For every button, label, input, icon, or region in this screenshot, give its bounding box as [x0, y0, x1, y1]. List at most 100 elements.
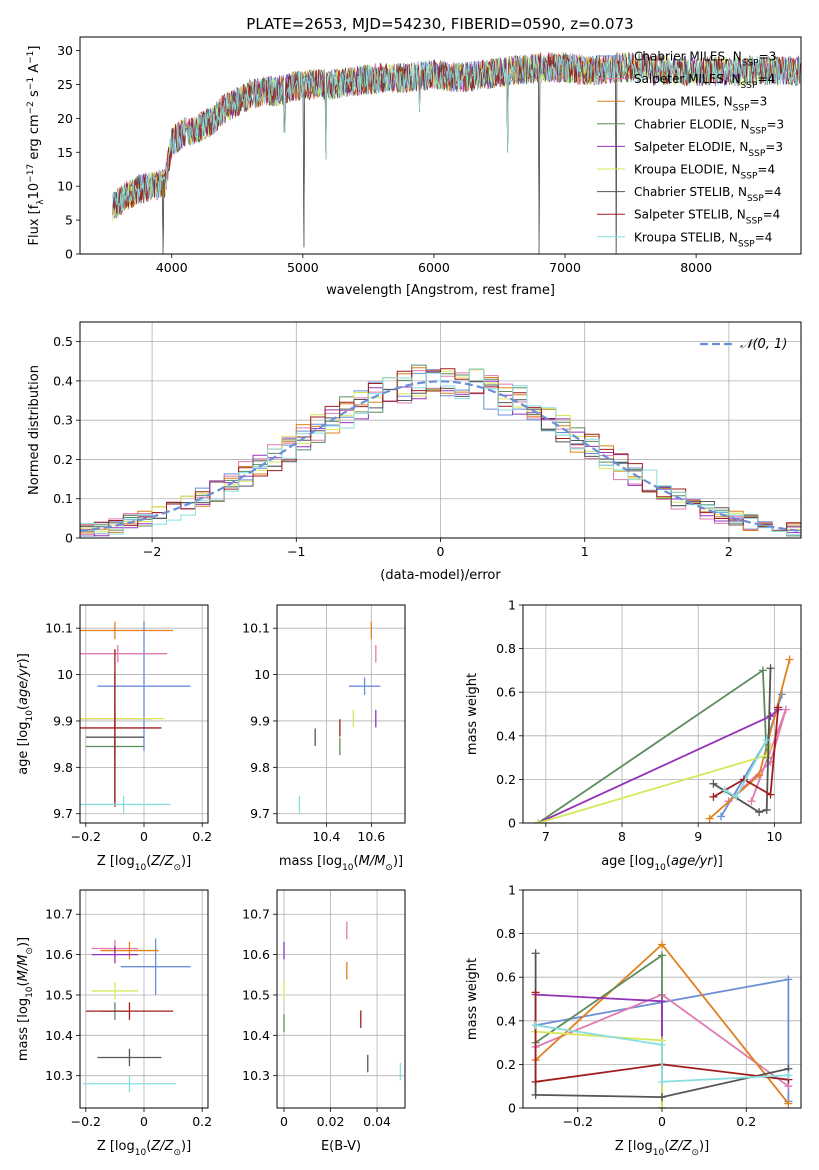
- y-tick-label: 0.6: [496, 685, 516, 700]
- weight-line: [535, 1024, 789, 1083]
- weight-marker: [774, 703, 783, 712]
- weight-marker: [781, 705, 790, 714]
- y-tick-label: 9.8: [250, 760, 270, 775]
- x-axis-label: (data-model)/error: [380, 568, 501, 583]
- residuals-axes: −2 −1 0 1 2 0 0.1 0.2 0.3 0.4 0.5 𝒩(0, 1) (data-mode…: [27, 321, 802, 583]
- y-tick-label: 10.5: [242, 987, 270, 1002]
- axes-frame: [79, 889, 209, 1109]
- weight-marker: [784, 1071, 793, 1080]
- weight-marker: [658, 1040, 666, 1049]
- legend-label: Kroupa MILES, NSSP=3: [634, 95, 767, 114]
- weight-marker: [732, 792, 741, 801]
- x-axis-label: Z [log10(Z/Z⊙)]: [97, 854, 191, 873]
- y-tick-label: 30: [57, 43, 73, 58]
- weight-marker: [658, 940, 666, 949]
- x-tick-label: 2: [725, 544, 733, 559]
- weight-marker: [658, 1093, 666, 1102]
- y-tick-label: 9.7: [250, 806, 270, 821]
- weight-marker: [531, 988, 540, 997]
- weight-line: [537, 668, 768, 823]
- x-tick-label: 10.4: [312, 829, 340, 844]
- age_vs_Z-plot-area: [80, 621, 191, 814]
- weight-marker: [658, 951, 666, 960]
- weight-marker: [785, 655, 794, 664]
- axes-frame: [79, 36, 802, 255]
- legend-label: Chabrier MILES, NSSP=3: [634, 50, 776, 69]
- mass_weight_vs_age-axes: 7 8 9 10 0 0.2 0.4 0.6 0.8 1 age [log10(age/yr)] ma…: [465, 598, 802, 873]
- x-tick-label: 8: [618, 829, 626, 844]
- y-tick-label: 10.4: [242, 1028, 270, 1043]
- normal-curve: [80, 380, 801, 533]
- spectrum-plot-area: [112, 52, 801, 254]
- y-tick-label: 10.6: [242, 947, 270, 962]
- weight-line: [534, 992, 789, 1083]
- legend-label: Salpeter MILES, NSSP=4: [634, 72, 775, 91]
- weight-marker: [658, 1077, 666, 1086]
- axes-frame: [276, 604, 406, 824]
- y-tick-label: 0: [65, 531, 73, 546]
- y-tick-label: 9.7: [53, 806, 73, 821]
- weight-marker: [709, 779, 718, 788]
- x-tick-label: 10: [766, 829, 782, 844]
- x-tick-label: 0.04: [363, 1114, 391, 1129]
- x-tick-label: 7: [542, 829, 550, 844]
- weight-marker: [762, 805, 771, 814]
- weight-marker: [717, 812, 726, 821]
- weight-marker: [658, 1104, 666, 1108]
- y-tick-label: 10: [57, 667, 73, 682]
- weight-marker: [658, 997, 666, 1006]
- age_vs_mass-axes: 10.4 10.6 9.7 9.8 9.9 10 10.1 mass [log10(M/M⊙)…: [242, 604, 406, 873]
- axes-frame: [79, 321, 802, 539]
- x-tick-label: 9: [694, 829, 702, 844]
- y-tick-label: 20: [57, 111, 73, 126]
- weight-marker: [531, 1090, 540, 1099]
- y-tick-label: 0.4: [53, 373, 73, 388]
- y-tick-label: 0: [65, 247, 73, 262]
- y-tick-label: 9.9: [250, 713, 270, 728]
- y-tick-label: 10.3: [45, 1068, 73, 1083]
- x-tick-label: 0.2: [192, 1114, 212, 1129]
- mass_weight_vs_Z-plot-area: [531, 940, 793, 1108]
- weight-marker: [762, 736, 771, 745]
- y-tick-label: 9.8: [53, 760, 73, 775]
- legend-label: Chabrier STELIB, NSSP=4: [634, 185, 782, 204]
- mass_vs_Z-axes: −0.2 0 0.2 10.3 10.4 10.5 10.6 10.7 Z [log10(Z/Z…: [16, 889, 212, 1158]
- y-tick-label: 0: [508, 816, 516, 831]
- axes-frame: [79, 604, 209, 824]
- y-axis-label: mass [log10(M/M⊙)]: [16, 937, 35, 1061]
- y-tick-label: 1: [508, 883, 516, 898]
- weight-marker: [755, 771, 764, 780]
- legend-label: 𝒩(0, 1): [740, 337, 787, 352]
- x-tick-label: 7000: [549, 260, 581, 275]
- mass_vs_ebv-axes: 0 0.02 0.04 10.3 10.4 10.5 10.6 10.7 E(B-V): [242, 889, 406, 1154]
- x-tick-label: −0.2: [71, 1114, 101, 1129]
- x-tick-label: 0: [140, 829, 148, 844]
- x-tick-label: 0.02: [317, 1114, 345, 1129]
- legend-label: Salpeter STELIB, NSSP=4: [634, 208, 780, 227]
- axes-frame: [522, 604, 802, 824]
- weight-marker: [758, 666, 767, 675]
- y-tick-label: 0: [508, 1101, 516, 1116]
- axes-frame: [276, 889, 406, 1109]
- y-tick-label: 1: [508, 598, 516, 613]
- weight-marker: [747, 797, 756, 806]
- y-tick-label: 0.2: [53, 452, 73, 467]
- y-tick-label: 25: [57, 77, 73, 92]
- weight-line: [712, 707, 780, 798]
- x-axis-label: wavelength [Angstrom, rest frame]: [326, 283, 555, 298]
- x-tick-label: 0: [437, 544, 445, 559]
- y-tick-label: 10.1: [242, 621, 270, 636]
- x-tick-label: 0: [140, 1114, 148, 1129]
- y-tick-label: 0.8: [496, 926, 516, 941]
- x-axis-label: mass [log10(M/M⊙)]: [279, 854, 403, 873]
- x-tick-label: −0.2: [71, 829, 101, 844]
- mass_vs_ebv-plot-area: [283, 921, 401, 1081]
- x-tick-label: 0: [658, 1114, 666, 1129]
- x-tick-label: 8000: [680, 260, 712, 275]
- x-tick-label: 0.2: [192, 829, 212, 844]
- x-axis-label: Z [log10(Z/Z⊙)]: [615, 1139, 709, 1158]
- weight-line: [535, 993, 663, 1108]
- histogram-step: [80, 368, 801, 536]
- y-tick-label: 10.7: [45, 907, 73, 922]
